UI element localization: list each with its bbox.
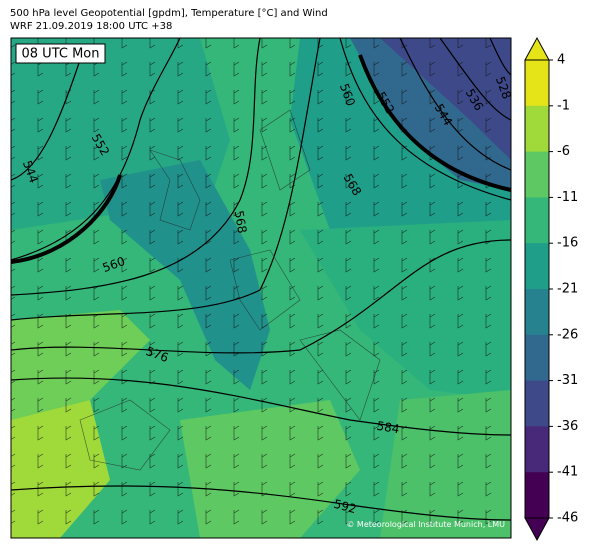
colorbar-band xyxy=(525,472,549,519)
colorbar-band xyxy=(525,334,549,382)
colorbar-band xyxy=(525,289,549,336)
colorbar-band xyxy=(525,243,549,290)
colorbar-tick-label: -36 xyxy=(557,419,578,434)
colorbar-tick-label: -6 xyxy=(557,144,570,159)
colorbar-tick-label: -31 xyxy=(557,373,578,388)
colorbar-band xyxy=(525,197,549,244)
colorbar-band xyxy=(525,151,549,198)
colorbar-tick-label: -1 xyxy=(557,98,570,113)
colorbar-tick-label: -11 xyxy=(557,190,578,205)
colorbar-extend-top xyxy=(524,36,550,61)
colorbar-extend-bottom xyxy=(524,517,550,542)
time-label: 08 UTC Mon xyxy=(22,47,100,62)
colorbar-tick-label: -41 xyxy=(557,465,578,480)
colorbar-tick-label: 4 xyxy=(557,53,565,68)
colorbar-tick-label: -46 xyxy=(557,511,578,526)
contour-label: 592 xyxy=(332,497,358,516)
contour-label: 568 xyxy=(232,209,250,234)
time-box xyxy=(15,43,106,64)
colorbar-tick-label: -21 xyxy=(557,282,578,297)
colorbar-band xyxy=(525,60,549,107)
contour-label: 584 xyxy=(376,419,401,437)
credit: © Meteorological Institute Munich, LMU xyxy=(346,520,505,529)
subtitle: WRF 21.09.2019 18:00 UTC +38 xyxy=(10,21,172,32)
colorbar-tick-label: -26 xyxy=(557,327,578,342)
title: 500 hPa level Geopotential [gpdm], Tempe… xyxy=(10,8,328,19)
colorbar-tick-label: -16 xyxy=(557,236,578,251)
map-area xyxy=(11,38,511,538)
colorbar-band xyxy=(525,105,549,153)
colorbar-band xyxy=(525,380,549,427)
colorbar-band xyxy=(525,426,549,473)
